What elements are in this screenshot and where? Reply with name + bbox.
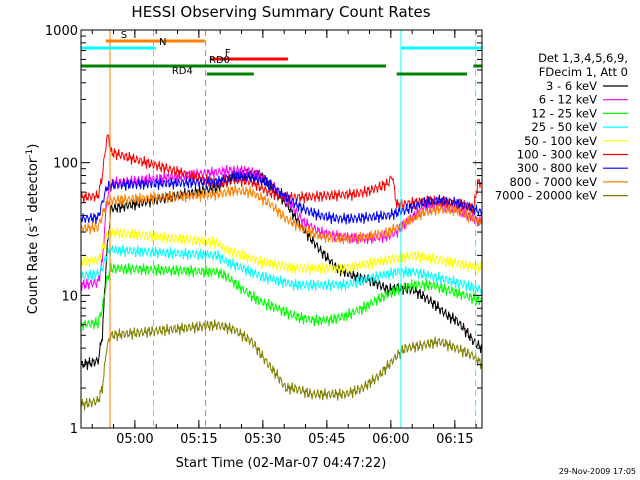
legend-entry-label: 12 - 25 keV (531, 106, 597, 120)
x-axis-label: Start Time (02-Mar-07 04:47:22) (176, 456, 387, 471)
flag-label-rd0: RD0 (209, 55, 230, 66)
legend-entry-label: 100 - 300 keV (517, 148, 597, 162)
chart-title: HESSI Observing Summary Count Rates (131, 3, 430, 21)
flag-label-rd4: RD4 (172, 66, 193, 77)
plot-frame (80, 29, 483, 429)
y-tick-label: 100 (53, 157, 78, 172)
series-line-6 (81, 170, 482, 225)
series-line-7 (81, 184, 482, 245)
legend-entry-label: 800 - 7000 keV (509, 175, 597, 189)
series-line-5 (81, 134, 482, 214)
y-tick-label: 10 (61, 289, 78, 304)
legend-entry-label: 50 - 100 keV (524, 134, 597, 148)
legend-entry-label: 25 - 50 keV (531, 120, 597, 134)
y-tick-label: 1000 (45, 24, 78, 39)
x-tick-label: 05:45 (308, 432, 345, 447)
series-line-3 (81, 244, 482, 295)
legend-entry-label: 6 - 12 keV (539, 93, 597, 107)
x-tick-label: 05:30 (244, 432, 281, 447)
series-line-8 (81, 319, 482, 411)
x-tick-label: 05:00 (116, 432, 153, 447)
flag-label-n: N (159, 37, 166, 48)
series-line-4 (81, 226, 482, 275)
flag-label-s: S (121, 30, 127, 41)
legend-entry-label: 7000 - 20000 keV (495, 189, 597, 203)
x-tick-label: 06:15 (436, 432, 473, 447)
y-tick-label: 1 (70, 422, 78, 437)
legend-header-line-2: FDecim 1, Att 0 (539, 65, 628, 79)
legend-entry-label: 3 - 6 keV (546, 79, 597, 93)
y-axis-label: Count Rate (s-1 detector-1) (25, 144, 41, 315)
x-tick-label: 06:00 (372, 432, 409, 447)
footer-timestamp: 29-Nov-2009 17:05 (559, 467, 636, 476)
series-line-2 (81, 262, 482, 331)
legend-entry-label: 300 - 800 keV (517, 161, 597, 175)
x-tick-label: 05:15 (180, 432, 217, 447)
flag-label-f: F (225, 48, 231, 59)
legend-header-line-1: Det 1,3,4,5,6,9, (538, 51, 628, 65)
